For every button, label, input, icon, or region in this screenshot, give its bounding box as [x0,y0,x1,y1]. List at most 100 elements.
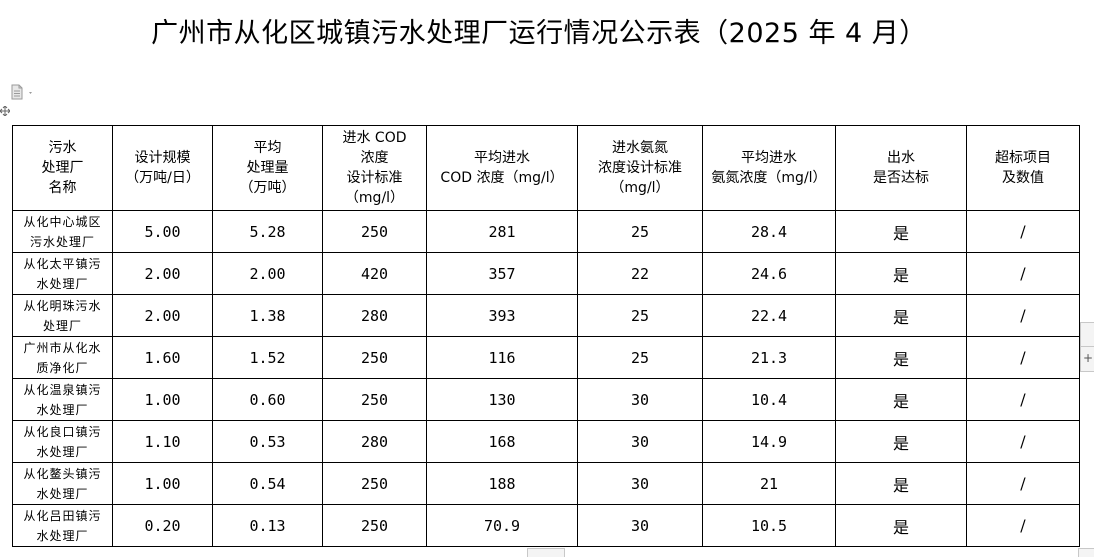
average-volume-cell: 0.53 [212,420,323,463]
compliance-cell: 是 [835,378,967,421]
average-volume-cell: 1.38 [212,294,323,337]
header-exceedance: 超标项目 及数值 [966,125,1080,211]
plant-name-cell: 从化温泉镇污 水处理厂 [12,378,113,421]
exceedance-cell: / [966,294,1080,337]
exceedance-cell: / [966,420,1080,463]
header-cod-average: 平均进水 COD 浓度（mg/l） [426,125,578,211]
ammonia-average-cell: 22.4 [702,294,836,337]
header-ammonia-standard: 进水氨氮 浓度设计标准 （mg/l） [577,125,703,211]
ammonia-average-cell: 24.6 [702,252,836,295]
table-row: 广州市从化水 质净化厂 1.60 1.52 250 116 25 21.3 是 / [12,336,1080,379]
ammonia-standard-cell: 25 [577,336,703,379]
compliance-cell: 是 [835,504,967,547]
ammonia-average-cell: 14.9 [702,420,836,463]
cod-average-cell: 188 [426,462,578,505]
exceedance-cell: / [966,462,1080,505]
ammonia-standard-cell: 25 [577,210,703,253]
report-table: 污水 处理厂 名称 设计规模 （万吨/日） 平均 处理量 （万吨） 进水 C [12,125,1080,547]
cod-standard-cell: 280 [322,420,427,463]
exceedance-cell: / [966,378,1080,421]
cod-average-cell: 130 [426,378,578,421]
table-row: 从化吕田镇污 水处理厂 0.20 0.13 250 70.9 30 10.5 是 … [12,504,1080,547]
header-ammonia-average: 平均进水 氨氮浓度（mg/l） [702,125,836,211]
exceedance-cell: / [966,252,1080,295]
cod-average-cell: 281 [426,210,578,253]
ammonia-standard-cell: 30 [577,378,703,421]
table-row: 从化温泉镇污 水处理厂 1.00 0.60 250 130 30 10.4 是 / [12,378,1080,421]
report-table-container: 污水 处理厂 名称 设计规模 （万吨/日） 平均 处理量 （万吨） 进水 C [12,125,1080,547]
compliance-cell: 是 [835,462,967,505]
header-average-volume: 平均 处理量 （万吨） [212,125,323,211]
table-move-handle-icon[interactable] [0,106,10,116]
table-header-row: 污水 处理厂 名称 设计规模 （万吨/日） 平均 处理量 （万吨） 进水 C [12,125,1080,211]
design-scale-cell: 1.00 [112,378,213,421]
cod-average-cell: 70.9 [426,504,578,547]
cod-average-cell: 116 [426,336,578,379]
average-volume-cell: 0.13 [212,504,323,547]
cod-standard-cell: 420 [322,252,427,295]
design-scale-cell: 1.10 [112,420,213,463]
page-title: 广州市从化区城镇污水处理厂运行情况公示表（2025 年 4 月） [151,18,927,49]
table-row: 从化鳌头镇污 水处理厂 1.00 0.54 250 188 30 21 是 / [12,462,1080,505]
plant-name-cell: 从化明珠污水 处理厂 [12,294,113,337]
cod-standard-cell: 250 [322,336,427,379]
add-column-tab[interactable] [1080,322,1094,348]
plant-name-cell: 广州市从化水 质净化厂 [12,336,113,379]
ammonia-standard-cell: 30 [577,420,703,463]
header-design-scale: 设计规模 （万吨/日） [112,125,213,211]
ammonia-average-cell: 10.4 [702,378,836,421]
average-volume-cell: 2.00 [212,252,323,295]
table-row: 从化太平镇污 水处理厂 2.00 2.00 420 357 22 24.6 是 / [12,252,1080,295]
compliance-cell: 是 [835,336,967,379]
design-scale-cell: 5.00 [112,210,213,253]
compliance-cell: 是 [835,294,967,337]
cod-standard-cell: 250 [322,378,427,421]
ammonia-average-cell: 21 [702,462,836,505]
compliance-cell: 是 [835,420,967,463]
plant-name-cell: 从化中心城区 污水处理厂 [12,210,113,253]
add-column-plus-button[interactable]: + [1080,346,1094,372]
table-row: 从化良口镇污 水处理厂 1.10 0.53 280 168 30 14.9 是 / [12,420,1080,463]
design-scale-cell: 2.00 [112,252,213,295]
average-volume-cell: 0.54 [212,462,323,505]
average-volume-cell: 1.52 [212,336,323,379]
table-row: 从化中心城区 污水处理厂 5.00 5.28 250 281 25 28.4 是 … [12,210,1080,253]
plant-name-cell: 从化吕田镇污 水处理厂 [12,504,113,547]
cod-standard-cell: 250 [322,504,427,547]
table-row: 从化明珠污水 处理厂 2.00 1.38 280 393 25 22.4 是 / [12,294,1080,337]
cod-standard-cell: 280 [322,294,427,337]
ammonia-standard-cell: 30 [577,462,703,505]
cod-average-cell: 393 [426,294,578,337]
header-cod-standard: 进水 COD 浓度 设计标准 （mg/l） [322,125,427,211]
plant-name-cell: 从化鳌头镇污 水处理厂 [12,462,113,505]
ammonia-average-cell: 28.4 [702,210,836,253]
document-paste-icon[interactable] [10,84,40,100]
exceedance-cell: / [966,336,1080,379]
design-scale-cell: 2.00 [112,294,213,337]
average-volume-cell: 0.60 [212,378,323,421]
design-scale-cell: 1.00 [112,462,213,505]
exceedance-cell: / [966,210,1080,253]
design-scale-cell: 0.20 [112,504,213,547]
header-plant-name: 污水 处理厂 名称 [12,125,113,211]
cod-standard-cell: 250 [322,462,427,505]
cod-average-cell: 357 [426,252,578,295]
exceedance-cell: / [966,504,1080,547]
design-scale-cell: 1.60 [112,336,213,379]
table-resize-handle[interactable] [1078,548,1094,557]
ammonia-standard-cell: 30 [577,504,703,547]
ammonia-average-cell: 21.3 [702,336,836,379]
cod-standard-cell: 250 [322,210,427,253]
header-compliance: 出水 是否达标 [835,125,967,211]
plant-name-cell: 从化良口镇污 水处理厂 [12,420,113,463]
average-volume-cell: 5.28 [212,210,323,253]
cod-average-cell: 168 [426,420,578,463]
ammonia-average-cell: 10.5 [702,504,836,547]
plant-name-cell: 从化太平镇污 水处理厂 [12,252,113,295]
ammonia-standard-cell: 25 [577,294,703,337]
add-row-tab[interactable] [527,548,565,557]
ammonia-standard-cell: 22 [577,252,703,295]
compliance-cell: 是 [835,210,967,253]
compliance-cell: 是 [835,252,967,295]
